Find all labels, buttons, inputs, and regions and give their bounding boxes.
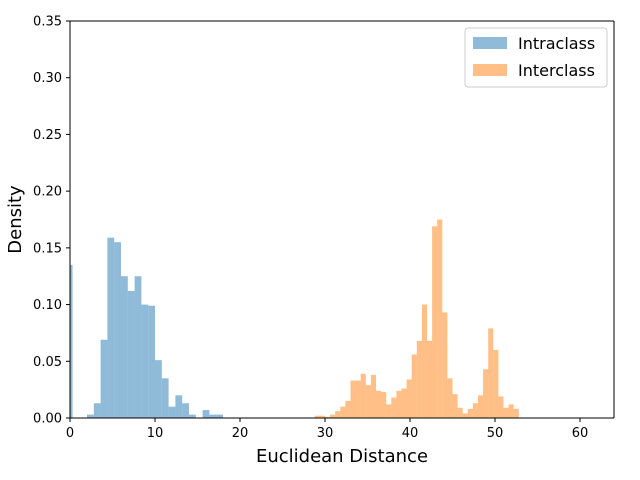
- y-tick-label: 0.30: [33, 71, 62, 86]
- histogram-bar-intraclass: [182, 403, 189, 418]
- histogram-bar-intraclass: [70, 264, 73, 418]
- histogram-bar-interclass: [498, 396, 504, 418]
- legend-swatch-interclass: [473, 64, 507, 76]
- legend-label-interclass: Interclass: [518, 61, 595, 80]
- y-tick-label: 0.15: [33, 241, 62, 256]
- y-tick-label: 0.00: [33, 412, 62, 427]
- x-axis-label: Euclidean Distance: [256, 446, 428, 467]
- histogram-bar-interclass: [483, 369, 489, 418]
- histogram-bar-intraclass: [121, 276, 128, 418]
- histogram-bar-interclass: [330, 414, 336, 418]
- histogram-bar-interclass: [406, 379, 412, 418]
- histogram-bar-interclass: [437, 219, 443, 418]
- legend: Intraclass Interclass: [464, 27, 608, 88]
- histogram-bar-interclass: [462, 413, 468, 418]
- histogram-bar-interclass: [478, 395, 484, 418]
- histogram-bar-interclass: [355, 380, 361, 418]
- histogram-bar-interclass: [411, 354, 417, 418]
- x-tick-label: 30: [317, 426, 334, 441]
- histogram-bar-intraclass: [127, 290, 135, 418]
- histogram-bar-interclass: [472, 403, 478, 418]
- histogram-bar-intraclass: [148, 305, 155, 418]
- histogram-bar-intraclass: [141, 304, 149, 418]
- bars-layer: [70, 219, 519, 418]
- histogram-bar-interclass: [432, 226, 438, 418]
- legend-label-intraclass: Intraclass: [518, 34, 595, 53]
- y-axis-label: Density: [5, 185, 26, 254]
- y-tick-label: 0.25: [33, 128, 62, 143]
- histogram-bar-interclass: [447, 378, 453, 418]
- histogram-bar-intraclass: [189, 414, 196, 418]
- histogram-bar-interclass: [457, 407, 463, 418]
- histogram-bar-intraclass: [168, 406, 176, 418]
- histogram-bar-interclass: [442, 312, 448, 418]
- histogram-bar-interclass: [386, 404, 392, 418]
- y-axis-ticks: 0.00 0.05 0.10 0.15 0.20 0.25 0.30 0.35: [33, 15, 70, 427]
- histogram-bar-interclass: [370, 374, 376, 418]
- x-tick-label: 0: [66, 426, 74, 441]
- y-tick-label: 0.35: [33, 15, 62, 30]
- histogram-bar-interclass: [427, 340, 433, 418]
- x-tick-label: 40: [402, 426, 419, 441]
- histogram-bar-interclass: [396, 390, 402, 418]
- histogram-bar-intraclass: [202, 410, 210, 418]
- axes-layer: 0 10 20 30 40 50 60 0.000.050.100.150.200.250.…: [33, 15, 615, 441]
- histogram-bar-interclass: [314, 415, 320, 418]
- x-tick-label: 60: [572, 426, 589, 441]
- histogram-bar-interclass: [350, 380, 356, 418]
- histogram-bar-interclass: [401, 388, 407, 418]
- histogram-bar-interclass: [319, 415, 325, 418]
- histogram-bar-interclass: [391, 397, 397, 418]
- histogram-bar-intraclass: [93, 403, 101, 418]
- histogram-bar-interclass: [335, 411, 341, 418]
- histogram-bar-interclass: [345, 400, 351, 418]
- histogram-bar-interclass: [416, 340, 422, 418]
- histogram-bar-intraclass: [216, 414, 223, 418]
- histogram-bar-intraclass: [114, 242, 121, 418]
- y-tick-label: 0.05: [33, 355, 62, 370]
- histogram-bar-interclass: [503, 407, 509, 418]
- histogram-bar-interclass: [493, 349, 499, 418]
- histogram-bar-intraclass: [209, 414, 217, 418]
- histogram-bar-interclass: [376, 390, 382, 418]
- histogram-bar-interclass: [365, 385, 371, 418]
- histogram-bar-interclass: [467, 408, 473, 418]
- histogram-bar-interclass: [508, 404, 514, 418]
- histogram-bar-intraclass: [87, 414, 94, 418]
- histogram-bar-interclass: [340, 406, 346, 418]
- histogram-bar-interclass: [360, 373, 366, 418]
- histogram-bar-interclass: [488, 328, 494, 418]
- x-tick-label: 10: [147, 426, 164, 441]
- y-tick-label: 0.10: [33, 298, 62, 313]
- x-tick-label: 20: [232, 426, 249, 441]
- histogram-bar-intraclass: [107, 237, 115, 418]
- histogram-bar-interclass: [325, 416, 331, 418]
- histogram-bar-interclass: [381, 391, 387, 418]
- histogram-bar-intraclass: [155, 360, 162, 418]
- histogram-bar-intraclass: [175, 395, 183, 418]
- x-axis-ticks: 0 10 20 30 40 50 60: [66, 418, 588, 441]
- x-tick-label: 50: [487, 426, 504, 441]
- histogram-bar-intraclass: [161, 378, 169, 418]
- histogram-bar-intraclass: [134, 276, 142, 418]
- legend-swatch-intraclass: [473, 37, 507, 49]
- histogram-bar-interclass: [513, 408, 519, 418]
- histogram-bar-interclass: [452, 394, 458, 418]
- histogram-bar-intraclass: [100, 339, 108, 418]
- y-tick-label: 0.20: [33, 185, 62, 200]
- histogram-bar-interclass: [421, 304, 427, 418]
